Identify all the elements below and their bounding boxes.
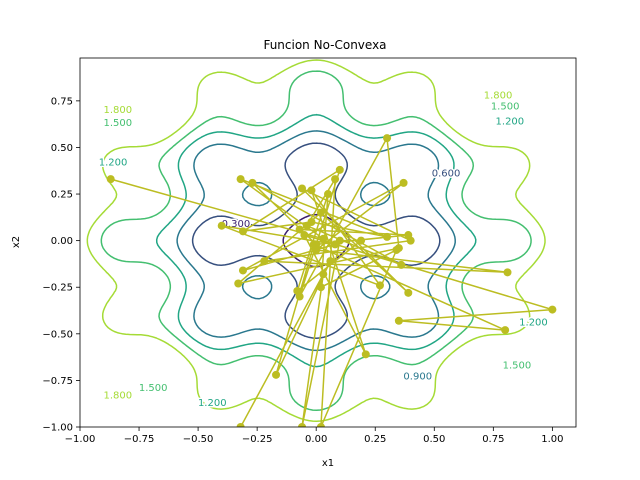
x-axis-ticks: −1.00 −0.75 −0.50 −0.25 0.00 0.25 0.50 0.75 1.00 xyxy=(65,427,564,445)
path-point xyxy=(295,225,304,234)
contour-label: 1.800 xyxy=(103,105,132,116)
path-point xyxy=(331,175,340,184)
y-tick-label: 0.50 xyxy=(51,143,73,154)
path-point xyxy=(503,268,512,277)
x-tick-label: 0.50 xyxy=(423,434,445,445)
path-point xyxy=(326,257,335,266)
path-point xyxy=(307,186,316,195)
path-point xyxy=(319,270,328,279)
y-tick-label: −1.00 xyxy=(42,423,73,434)
path-point xyxy=(236,175,245,184)
y-tick-label: −0.75 xyxy=(42,376,73,387)
path-point xyxy=(302,221,311,230)
y-tick-label: 0.00 xyxy=(51,236,73,247)
x-tick-label: −0.50 xyxy=(183,434,214,445)
contour-label: 1.200 xyxy=(496,116,525,127)
path-point xyxy=(106,175,115,184)
path-point xyxy=(383,232,392,241)
path-point xyxy=(238,227,247,236)
contour-label: 1.500 xyxy=(503,361,532,372)
path-point xyxy=(397,260,406,269)
contour-label: 1.200 xyxy=(99,157,128,168)
y-tick-label: 0.75 xyxy=(51,96,73,107)
path-point xyxy=(293,286,302,295)
x-tick-label: 0.25 xyxy=(364,434,386,445)
contour-label: 1.800 xyxy=(103,390,132,401)
path-point xyxy=(312,240,321,249)
contour-label: 1.200 xyxy=(519,318,548,329)
path-point xyxy=(298,184,307,193)
path-point xyxy=(300,231,309,240)
contour-label: 1.500 xyxy=(491,101,520,112)
y-axis-ticks: −1.00 −0.75 −0.50 −0.25 0.00 0.25 0.50 0.75 xyxy=(42,96,80,434)
contour-label: 1.200 xyxy=(198,398,227,409)
contour-line-1.500 xyxy=(100,70,532,412)
path-point xyxy=(399,178,408,187)
x-tick-label: −1.00 xyxy=(65,434,96,445)
path-point xyxy=(324,190,332,199)
x-tick-label: 0.00 xyxy=(305,434,327,445)
path-point xyxy=(392,245,401,254)
path-point xyxy=(316,208,325,217)
path-point xyxy=(217,221,226,230)
contour-label: 1.500 xyxy=(139,383,168,394)
path-point xyxy=(248,178,257,187)
contour-label: 0.900 xyxy=(403,372,432,383)
y-tick-label: −0.50 xyxy=(42,329,73,340)
y-tick-label: 0.25 xyxy=(51,190,73,201)
optimization-path xyxy=(106,134,557,427)
path-point xyxy=(319,234,328,243)
path-point xyxy=(361,350,370,359)
chart-title: Funcion No-Convexa xyxy=(263,38,386,52)
path-point xyxy=(375,281,384,290)
x-tick-label: 0.75 xyxy=(482,434,504,445)
path-point xyxy=(234,279,243,288)
path-point xyxy=(335,165,344,174)
path-point xyxy=(238,266,247,275)
x-tick-label: 1.00 xyxy=(541,434,563,445)
path-point xyxy=(501,326,510,335)
path-point xyxy=(316,423,325,427)
contour-line-1.800 xyxy=(86,59,546,422)
x-tick-label: −0.75 xyxy=(124,434,155,445)
path-point xyxy=(335,236,344,245)
contour-label: 0.600 xyxy=(432,169,461,180)
path-point xyxy=(404,231,413,240)
path-point xyxy=(316,283,325,292)
path-point xyxy=(404,288,413,297)
contour-label: 1.800 xyxy=(484,90,513,101)
plot-frame xyxy=(79,57,577,428)
x-tick-label: −0.25 xyxy=(242,434,273,445)
contour-line-1.200 xyxy=(155,113,477,368)
path-point xyxy=(383,134,392,143)
path-point xyxy=(298,423,307,427)
path-point xyxy=(548,305,557,314)
x-axis-label: x1 xyxy=(322,458,334,469)
y-tick-label: −0.25 xyxy=(42,283,73,294)
path-point xyxy=(357,236,366,245)
path-point xyxy=(272,370,281,379)
path-point xyxy=(236,423,245,427)
y-axis-label: x2 xyxy=(11,236,22,248)
path-point xyxy=(394,316,403,325)
path-point xyxy=(260,257,269,266)
contour-label: 1.500 xyxy=(103,118,132,129)
